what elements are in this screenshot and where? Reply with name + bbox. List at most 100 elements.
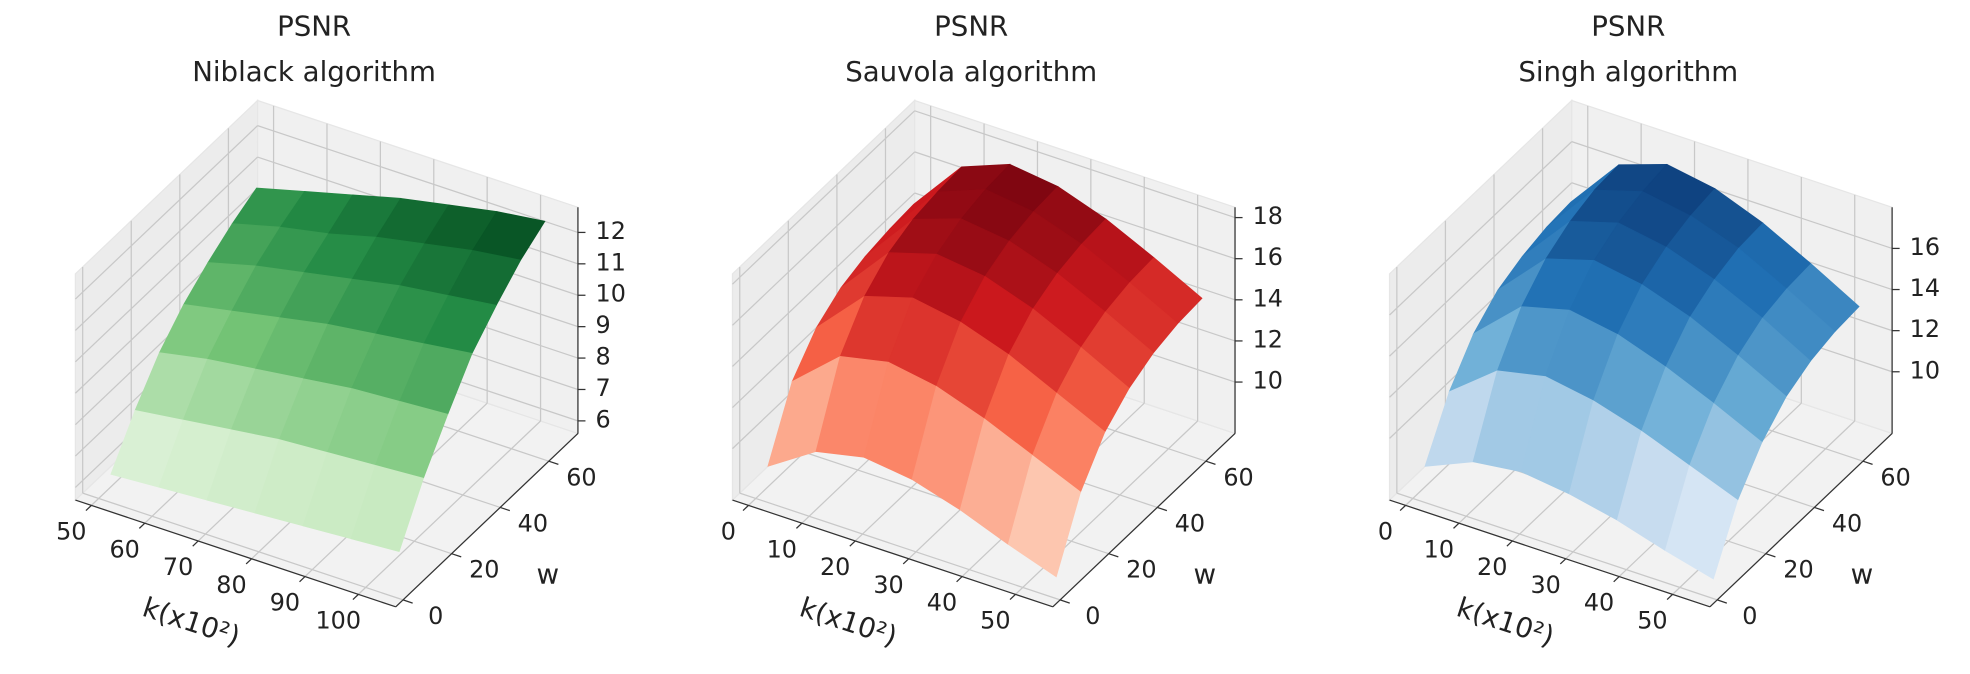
y-tick-label: 20 — [469, 556, 499, 584]
x-axis — [732, 499, 1054, 608]
x-tick-label: 20 — [1477, 553, 1507, 581]
tick-mark — [1814, 506, 1825, 512]
z-tick-label: 12 — [1253, 325, 1283, 353]
x-tick-label: 50 — [980, 607, 1010, 635]
x-tick-label: 20 — [820, 553, 850, 581]
subplot: 0 10 20 30 40 50 0 20 40 60 10 12 14 16 PSNR Singh algo… — [1378, 10, 1940, 653]
tick-mark — [1862, 460, 1873, 465]
x-axis — [1389, 499, 1711, 608]
tick-mark — [192, 540, 199, 547]
x-axis-label: k(x10²) — [1453, 591, 1558, 653]
grid-line — [1571, 141, 1893, 250]
tick-mark — [1009, 593, 1016, 601]
x-tick-label: 50 — [56, 518, 86, 546]
tick-mark — [500, 506, 511, 512]
y-axis — [1052, 432, 1236, 608]
x-tick-label: 30 — [1530, 571, 1560, 599]
chart-subtitle: Sauvola algorithm — [845, 55, 1097, 88]
grid-line — [1389, 141, 1573, 316]
grid-line — [257, 125, 579, 234]
y-axis-label: w — [536, 557, 559, 590]
grid-line — [74, 125, 258, 300]
tick-mark — [1506, 540, 1513, 547]
x-axis — [75, 499, 396, 608]
subplot: 0 10 20 30 40 50 0 20 40 60 10 12 14 16 18 PSNR Sauvola … — [721, 10, 1283, 653]
grid-line — [732, 110, 916, 285]
tick-mark — [1399, 504, 1407, 512]
y-tick-label: 40 — [1832, 510, 1862, 538]
z-tick-label: 16 — [1253, 243, 1283, 271]
z-tick-label: 7 — [596, 374, 611, 402]
tick-mark — [402, 599, 413, 604]
tick-mark — [1559, 558, 1567, 565]
z-tick-label: 8 — [596, 343, 611, 371]
tick-mark — [138, 522, 146, 529]
y-tick-label: 40 — [1175, 510, 1205, 538]
tick-mark — [1205, 460, 1216, 465]
tick-mark — [742, 504, 749, 512]
tick-mark — [795, 522, 803, 529]
x-tick-label: 100 — [316, 607, 362, 635]
tick-mark — [1157, 506, 1168, 512]
z-tick-label: 18 — [1253, 202, 1283, 230]
surface-patch — [1664, 465, 1739, 580]
x-tick-label: 0 — [721, 518, 736, 546]
z-tick-label: 14 — [1910, 274, 1940, 302]
y-tick-label: 0 — [1742, 602, 1757, 630]
z-tick-label: 12 — [1910, 315, 1940, 343]
z-tick-label: 10 — [1910, 356, 1940, 384]
tick-mark — [85, 504, 92, 512]
tick-mark — [548, 460, 559, 465]
tick-mark — [1453, 522, 1460, 529]
z-tick-label: 10 — [1253, 367, 1283, 395]
tick-mark — [956, 576, 963, 583]
grid-line — [74, 156, 258, 331]
tick-mark — [1717, 599, 1728, 604]
grid-line — [1389, 182, 1573, 357]
x-tick-label: 70 — [163, 553, 193, 581]
surface-patch — [350, 464, 424, 553]
z-tick-label: 14 — [1253, 284, 1283, 312]
grid-line — [82, 492, 404, 601]
z-tick-label: 10 — [596, 280, 626, 308]
x-tick-label: 90 — [270, 589, 300, 617]
x-tick-label: 10 — [1424, 535, 1454, 563]
x-axis-label: k(x10²) — [796, 591, 901, 653]
y-tick-label: 60 — [1223, 463, 1253, 491]
y-tick-label: 60 — [1880, 463, 1910, 491]
x-tick-label: 50 — [1637, 607, 1667, 635]
tick-mark — [451, 553, 462, 558]
z-tick-label: 12 — [596, 217, 626, 245]
chart-title: PSNR — [934, 10, 1008, 43]
z-tick-label: 16 — [1910, 233, 1940, 261]
y-tick-label: 0 — [428, 602, 443, 630]
tick-mark — [352, 593, 359, 601]
y-axis-label: w — [1851, 557, 1874, 590]
grid-line — [914, 110, 1236, 219]
grid-line — [74, 188, 258, 363]
tick-mark — [1613, 576, 1620, 583]
chart-subtitle: Niblack algorithm — [192, 55, 436, 88]
subplot: 50 60 70 80 90 100 0 20 40 60 6 7 8 9 10 11 12 PSNR Niblac… — [56, 10, 626, 653]
x-tick-label: 0 — [1378, 518, 1393, 546]
x-tick-label: 30 — [873, 571, 903, 599]
x-tick-label: 80 — [216, 571, 246, 599]
z-tick-label: 9 — [596, 311, 611, 339]
tick-mark — [299, 576, 306, 583]
y-axis — [395, 432, 579, 608]
x-tick-label: 60 — [110, 535, 140, 563]
tick-mark — [849, 540, 856, 547]
tick-mark — [1765, 553, 1776, 558]
grid-line — [739, 492, 1061, 601]
y-axis-label: w — [1194, 557, 1217, 590]
grid-line — [357, 420, 541, 595]
z-tick-label: 11 — [596, 248, 626, 276]
chart-title: PSNR — [277, 10, 351, 43]
grid-line — [1396, 492, 1718, 601]
tick-mark — [1059, 599, 1070, 604]
y-tick-label: 20 — [1126, 556, 1156, 584]
chart-subtitle: Singh algorithm — [1518, 55, 1738, 88]
grid-line — [732, 151, 916, 326]
y-tick-label: 20 — [1783, 556, 1813, 584]
